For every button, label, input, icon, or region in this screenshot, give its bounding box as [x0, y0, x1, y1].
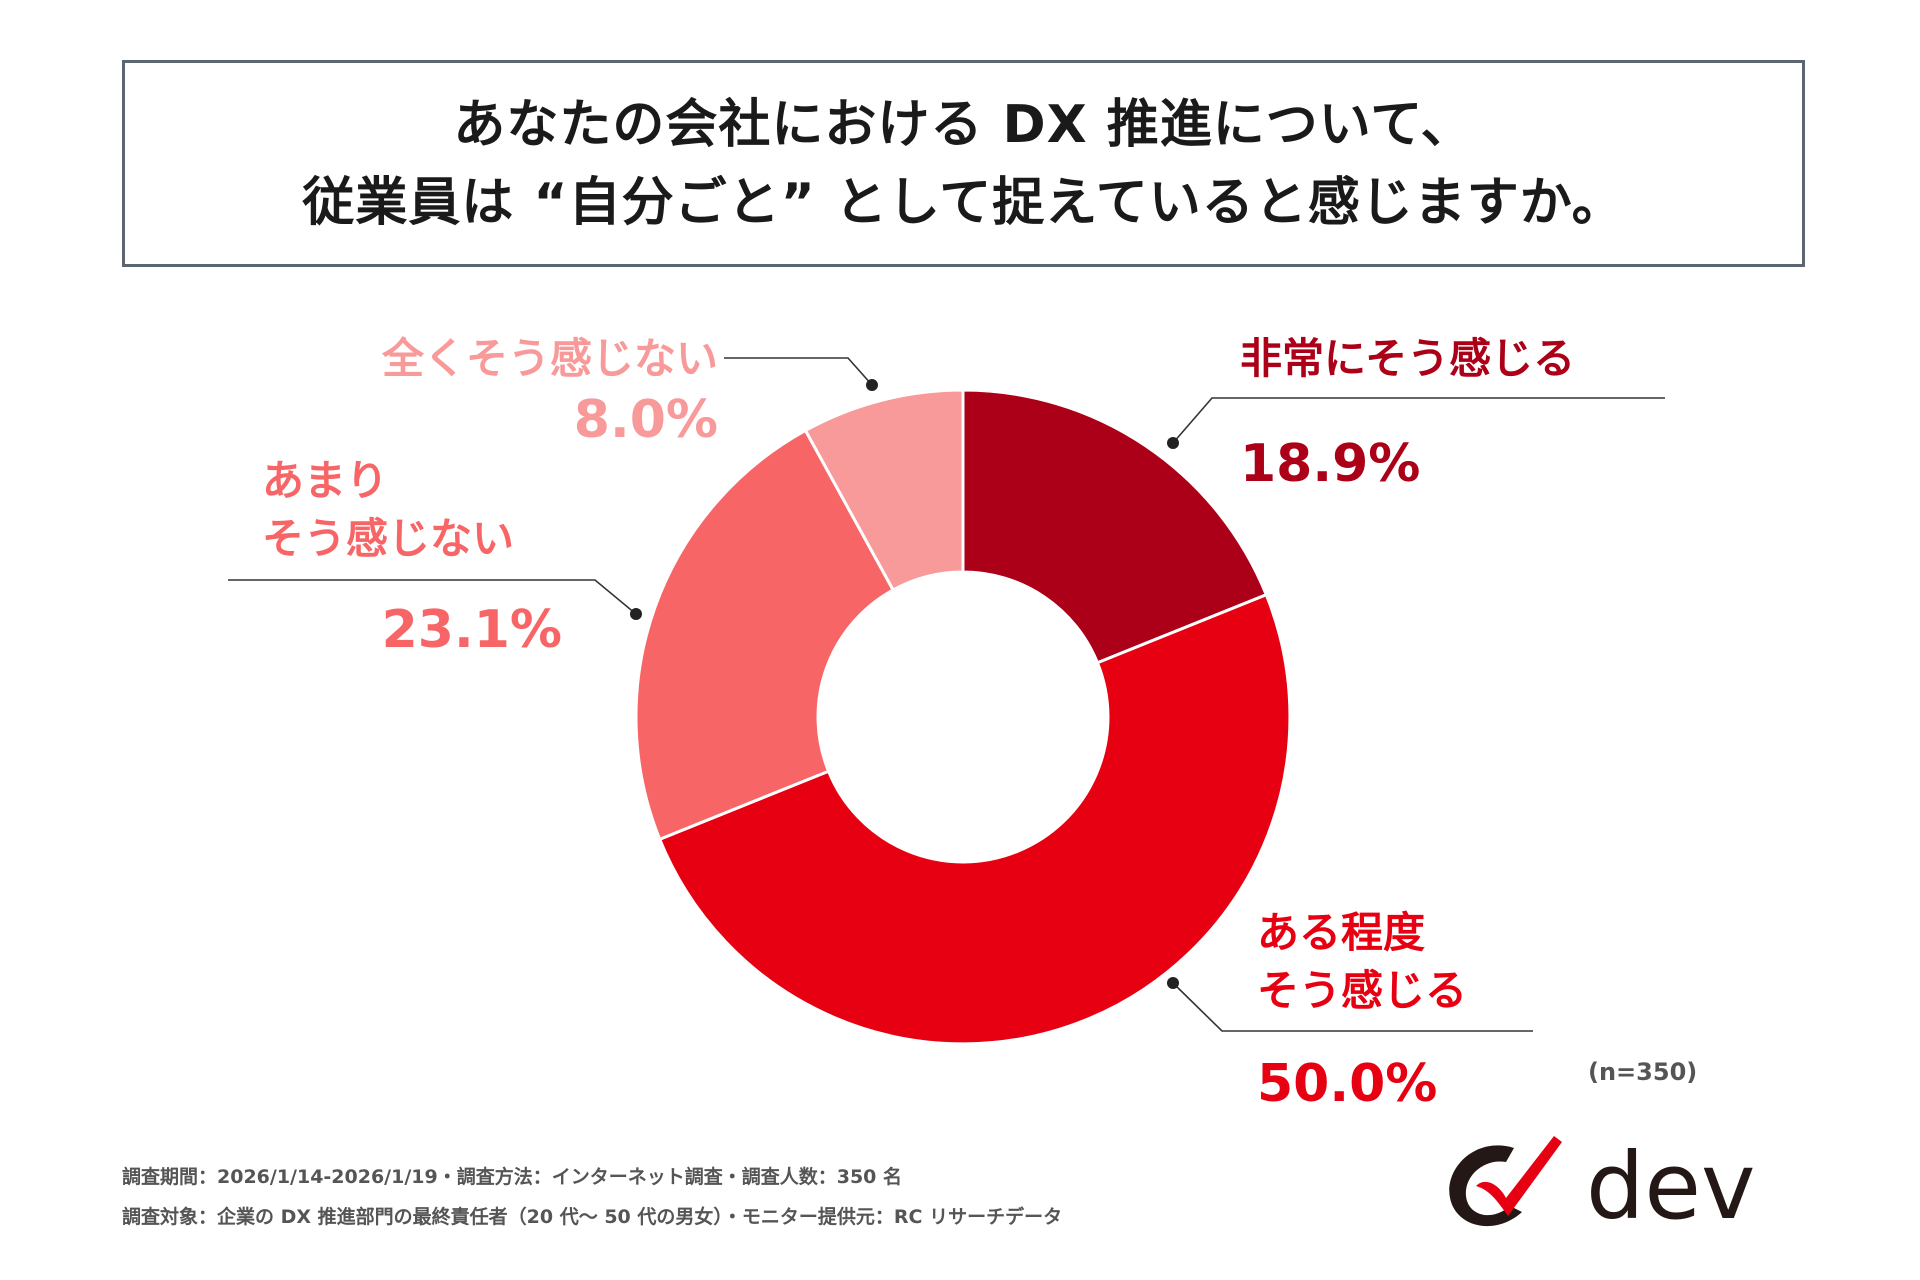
leader-very-much-dot	[1167, 437, 1179, 449]
title-line-2: 従業員は “自分ごと” として捉えていると感じますか。	[302, 172, 1625, 233]
donut-slices	[634, 388, 1292, 1045]
label-value: 50.0%	[1257, 1054, 1438, 1114]
footer-survey-period: 調査期間：2026/1/14-2026/1/19・調査方法：インターネット調査・…	[122, 1166, 903, 1188]
label-text: そう感じる	[1257, 966, 1468, 1015]
dev-logo-text: dev	[1586, 1133, 1755, 1238]
label-not-at-all: 全くそう感じない 8.0%	[318, 330, 718, 452]
label-text: ある程度	[1257, 908, 1426, 957]
label-somewhat: ある程度 そう感じる 50.0%	[1257, 904, 1467, 1116]
slice-not-at-all	[803, 388, 965, 592]
leader-very-much	[1172, 397, 1665, 444]
label-value: 23.1%	[381, 600, 562, 660]
label-value: 8.0%	[573, 390, 718, 450]
dev-logo: dev	[1449, 1133, 1755, 1238]
slice-somewhat	[657, 592, 1292, 1045]
leader-lines	[228, 357, 1665, 1032]
slice-very-much	[961, 388, 1269, 665]
label-not-much: あまり そう感じない 23.1%	[262, 452, 562, 662]
leader-not-at-all-dot	[866, 379, 878, 391]
title-line-1: あなたの会社における DX 推進について、	[453, 94, 1474, 155]
leader-not-at-all	[724, 357, 873, 386]
label-text: そう感じない	[262, 514, 515, 563]
sample-size-note: (n=350)	[1588, 1058, 1698, 1086]
label-text: 非常にそう感じる	[1240, 334, 1576, 383]
title-box: あなたの会社における DX 推進について、 従業員は “自分ごと” として捉えて…	[122, 60, 1805, 267]
slice-not-much	[634, 428, 896, 842]
leader-not-much-dot	[630, 608, 642, 620]
label-very-much: 非常にそう感じる 18.9%	[1240, 330, 1575, 496]
label-text: あまり	[262, 456, 389, 505]
leader-somewhat	[1172, 982, 1533, 1032]
label-text: 全くそう感じない	[381, 334, 718, 383]
footer-survey-target: 調査対象：企業の DX 推進部門の最終責任者（20 代〜 50 代の男女）・モニ…	[122, 1206, 1063, 1228]
dev-logo-swoosh-icon	[1449, 1136, 1562, 1227]
label-value: 18.9%	[1240, 434, 1421, 494]
leader-somewhat-dot	[1167, 977, 1179, 989]
leader-not-much	[228, 579, 637, 615]
